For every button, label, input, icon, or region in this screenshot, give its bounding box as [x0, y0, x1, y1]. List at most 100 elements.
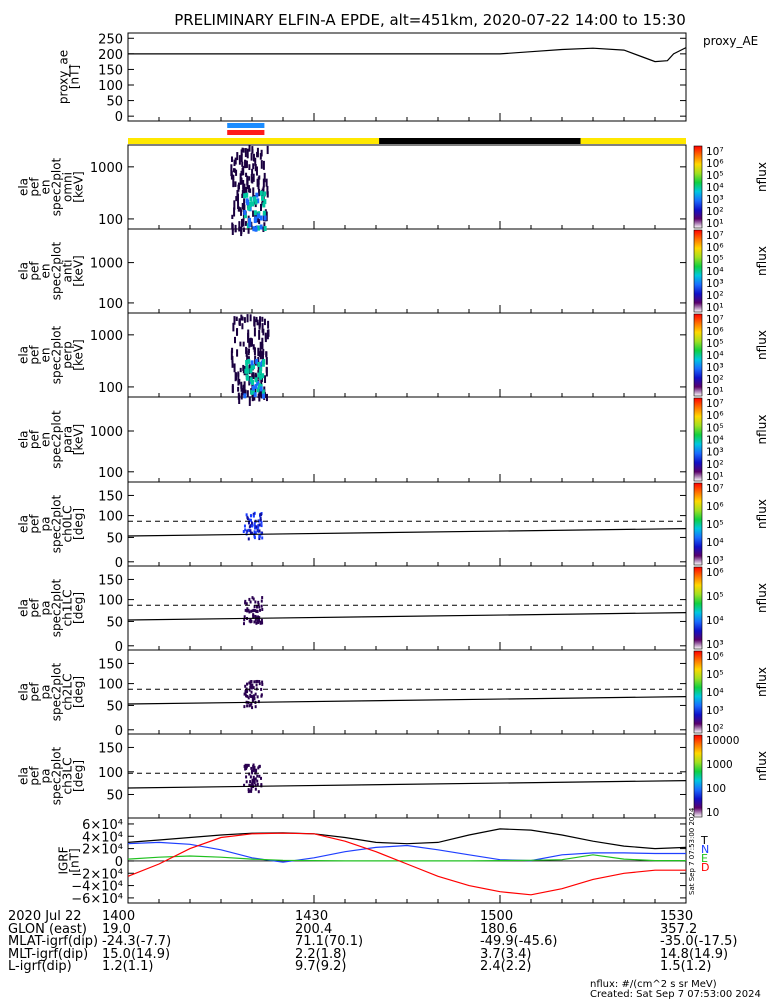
- cbar-tick-anti: 10⁷: [706, 230, 724, 242]
- pitch-angle-pixel-7: [249, 685, 252, 689]
- pitch-angle-pixel-6: [261, 608, 264, 612]
- cbar-tick-para: 10²: [706, 459, 724, 471]
- spectrogram-pixel-1: [256, 213, 260, 219]
- spectrogram-pixel-1: [263, 215, 267, 221]
- spectrogram-pixel-3: [256, 380, 260, 386]
- cbar-label-ch2: nflux: [755, 667, 769, 697]
- pitch-angle-pixel-7: [248, 704, 251, 708]
- spectrogram-pixel-3: [261, 316, 264, 322]
- spectrogram-pixel-1: [253, 196, 257, 202]
- spectrogram-pixel-1: [245, 192, 249, 198]
- ylabel-ch0-3: spec2plot: [50, 494, 64, 553]
- ylabel-anti-4: anti: [61, 260, 75, 283]
- pitch-angle-pixel-5: [252, 514, 255, 518]
- spectrogram-pixel-1: [259, 215, 263, 221]
- orbit-bar-segment-0: [128, 138, 380, 144]
- spectrogram-pixel-3: [261, 344, 264, 350]
- spectrogram-pixel-1: [247, 227, 250, 234]
- spectrogram-pixel-3: [243, 393, 247, 399]
- pitch-angle-pixel-6: [243, 618, 246, 622]
- footer-label: MLAT-igrf(dip): [8, 934, 99, 949]
- ylabel-ch0-0: ela: [17, 515, 31, 533]
- spectrogram-pixel-3: [256, 319, 259, 326]
- pitch-angle-pixel-6: [244, 601, 247, 605]
- pitch-angle-pixel-5: [253, 511, 256, 515]
- science-zone-bar-blue: [227, 123, 265, 128]
- ylabel-para-3: spec2plot: [50, 410, 64, 469]
- pitch-angle-pixel-8: [245, 765, 248, 769]
- spectrogram-pixel-1: [263, 222, 266, 227]
- spectrogram-pixel-3: [244, 368, 248, 374]
- pitch-angle-pixel-8: [247, 790, 250, 794]
- spectrogram-pixel-3: [247, 329, 250, 339]
- pitch-angle-pixel-5: [257, 524, 260, 528]
- footer-value: 1430: [295, 909, 329, 924]
- spectrogram-pixel-1: [243, 198, 246, 207]
- cbar-tick-anti: 10¹: [706, 302, 724, 314]
- footer-label: GLON (east): [8, 921, 87, 937]
- pitch-angle-pixel-6: [244, 608, 247, 612]
- pitch-angle-pixel-8: [248, 772, 251, 776]
- science-zone-bar-red: [227, 130, 265, 135]
- ytick-label-proxy_ae: 0: [115, 110, 123, 125]
- spectrogram-pixel-1: [245, 160, 248, 168]
- pitch-angle-pixel-6: [257, 600, 260, 604]
- ylabel-anti-0: ela: [17, 262, 31, 280]
- ylabel-ch3-1: pef: [28, 766, 42, 786]
- spectrogram-pixel-1: [230, 174, 233, 180]
- spectrogram-pixel-1: [246, 148, 249, 159]
- spectrogram-pixel-3: [248, 338, 251, 348]
- spectrogram-pixel-3: [254, 387, 257, 395]
- spectrogram-pixel-3: [262, 328, 265, 336]
- pitch-angle-pixel-8: [256, 779, 259, 783]
- footer-value: 15.0(14.9): [102, 946, 171, 962]
- colorbar-anti: [693, 229, 703, 313]
- spectrogram-pixel-3: [237, 373, 240, 383]
- pitch-angle-pixel-7: [248, 688, 251, 692]
- spectrogram-pixel-3: [245, 346, 248, 354]
- footer-label: L-igrf(dip): [8, 959, 72, 974]
- ytick-label-proxy_ae: 250: [98, 32, 123, 47]
- cbar-tick-perp: 10³: [706, 362, 724, 374]
- pitch-angle-pixel-7: [253, 694, 256, 698]
- pitch-angle-pixel-6: [258, 616, 261, 620]
- cbar-label-ch3: nflux: [755, 751, 769, 781]
- cbar-label-perp: nflux: [755, 330, 769, 360]
- pitch-angle-pixel-6: [260, 604, 263, 608]
- pitch-angle-pixel-5: [253, 526, 256, 530]
- ylabel-ch3-5: [deg]: [72, 760, 86, 792]
- ylabel-ch0-2: pa: [39, 517, 53, 532]
- spectrogram-pixel-3: [246, 314, 249, 323]
- spectrogram-pixel-1: [244, 159, 247, 169]
- spectrogram-pixel-1: [252, 173, 255, 182]
- spectrogram-pixel-3: [240, 314, 243, 321]
- spectrogram-pixel-3: [254, 383, 258, 389]
- footer-label: MLT-igrf(dip): [8, 946, 89, 962]
- spectrogram-pixel-3: [250, 360, 254, 366]
- pitch-angle-pixel-6: [248, 597, 251, 601]
- pitch-angle-pixel-8: [249, 775, 252, 779]
- pitch-angle-pixel-7: [253, 680, 256, 684]
- spectrogram-pixel-1: [230, 164, 233, 171]
- spectrogram-pixel-1: [242, 148, 245, 153]
- spectrogram-pixel-1: [241, 161, 244, 167]
- spectrogram-pixel-1: [233, 159, 236, 167]
- pitch-angle-pixel-7: [250, 702, 253, 706]
- pitch-angle-pixel-7: [258, 682, 261, 686]
- spectrogram-pixel-3: [242, 341, 245, 347]
- spectrogram-pixel-1: [252, 187, 255, 198]
- panel-frame-perp: [127, 312, 687, 398]
- footer-value: 2.2(1.8): [295, 946, 347, 962]
- pitch-angle-pixel-7: [255, 683, 258, 687]
- pitch-angle-pixel-6: [252, 614, 255, 618]
- ytick-label-anti: 1000: [90, 257, 123, 272]
- spectrogram-pixel-3: [245, 359, 249, 365]
- ytick-label-ch2: 100: [98, 678, 123, 693]
- cbar-label-omni: nflux: [755, 162, 769, 192]
- spectrogram-pixel-1: [254, 226, 258, 232]
- pitch-angle-pixel-7: [245, 694, 248, 698]
- spectrogram-pixel-3: [246, 355, 249, 363]
- igrf-legend-T: T: [700, 834, 708, 847]
- cbar-tick-omni: 10¹: [706, 218, 724, 230]
- spectrogram-pixel-1: [257, 176, 260, 185]
